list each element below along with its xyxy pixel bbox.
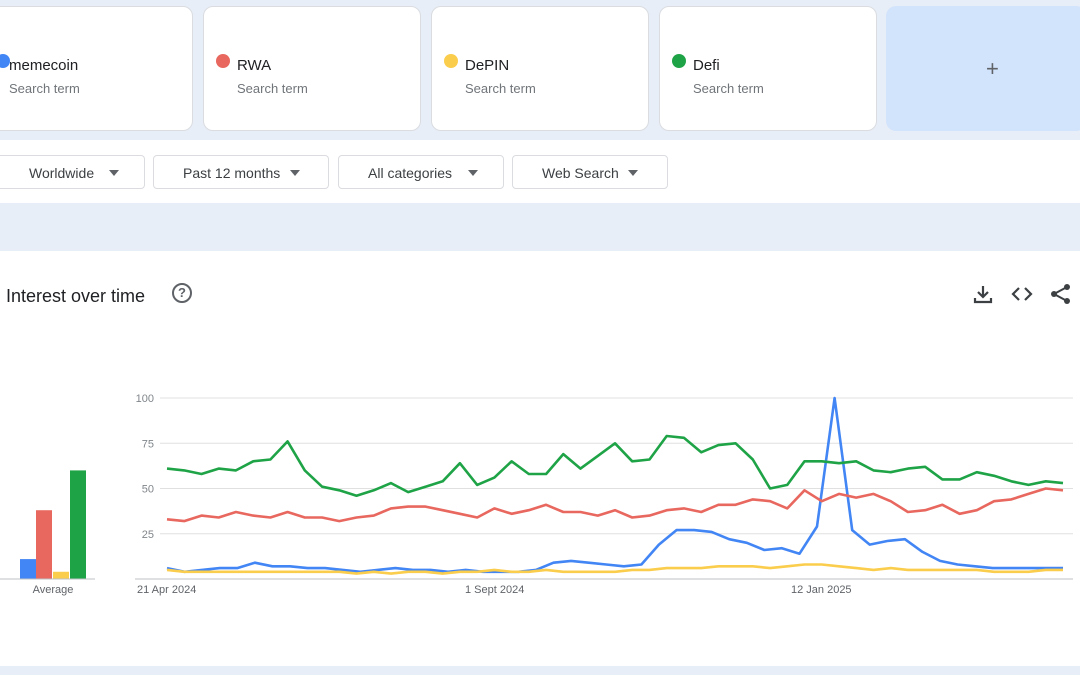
- term-name: memecoin: [9, 57, 79, 74]
- series-color-dot: [672, 54, 686, 68]
- series-line-rwa: [166, 487, 1064, 523]
- region-dropdown[interactable]: Worldwide: [0, 155, 145, 189]
- y-tick-label: 75: [142, 438, 154, 450]
- average-bar-rwa: [36, 510, 52, 579]
- add-comparison-button[interactable]: +: [886, 6, 1080, 131]
- term-card-memecoin[interactable]: memecoin Search term: [0, 6, 193, 131]
- term-card-defi[interactable]: Defi Search term: [659, 6, 877, 131]
- x-tick-label: 1 Sept 2024: [465, 584, 524, 596]
- series-color-dot: [0, 54, 10, 68]
- region-label: Worldwide: [29, 165, 95, 181]
- term-type: Search term: [465, 81, 536, 96]
- x-tick-label: 21 Apr 2024: [137, 584, 196, 596]
- term-type: Search term: [9, 81, 80, 96]
- average-bar-defi: [70, 470, 86, 579]
- share-icon[interactable]: [1050, 283, 1072, 305]
- time-range-dropdown[interactable]: Past 12 months: [153, 155, 329, 189]
- term-name: RWA: [237, 57, 272, 74]
- y-tick-label: 25: [142, 529, 154, 541]
- chevron-down-icon: [109, 170, 119, 176]
- term-card-rwa[interactable]: RWA Search term: [203, 6, 421, 131]
- search-type-dropdown[interactable]: Web Search: [512, 155, 668, 189]
- average-bar-memecoin: [20, 559, 36, 579]
- help-icon[interactable]: ?: [172, 283, 192, 303]
- category-dropdown[interactable]: All categories: [338, 155, 504, 189]
- interest-over-time-panel: Interest over time ? 25 50 75 100 21 Apr 202…: [0, 251, 1080, 666]
- term-type: Search term: [237, 81, 308, 96]
- term-name: DePIN: [465, 57, 510, 74]
- series-line-defi: [166, 434, 1064, 497]
- time-range-label: Past 12 months: [183, 165, 281, 181]
- x-tick-label: 12 Jan 2025: [791, 584, 852, 596]
- y-tick-label: 100: [136, 393, 154, 405]
- term-name: Defi: [693, 57, 720, 74]
- plus-icon: +: [986, 56, 999, 81]
- term-type: Search term: [693, 81, 764, 96]
- chevron-down-icon: [290, 170, 300, 176]
- y-tick-label: 50: [142, 484, 154, 496]
- term-card-depin[interactable]: DePIN Search term: [431, 6, 649, 131]
- series-line-depin: [166, 563, 1063, 575]
- embed-icon[interactable]: [1011, 283, 1033, 305]
- interest-chart: 25 50 75 100 21 Apr 2024 1 Sept 2024 12 Jan 20…: [0, 393, 1073, 596]
- series-line-memecoin: [166, 396, 1063, 574]
- category-label: All categories: [368, 165, 453, 181]
- download-icon[interactable]: [972, 283, 994, 305]
- chevron-down-icon: [468, 170, 478, 176]
- chevron-down-icon: [628, 170, 638, 176]
- search-type-label: Web Search: [542, 165, 619, 181]
- average-label: Average: [33, 584, 74, 596]
- series-color-dot: [216, 54, 230, 68]
- filter-bar: Worldwide Past 12 months All categories …: [0, 140, 1080, 203]
- series-color-dot: [444, 54, 458, 68]
- average-bar-depin: [53, 571, 69, 579]
- panel-title: Interest over time: [6, 286, 146, 306]
